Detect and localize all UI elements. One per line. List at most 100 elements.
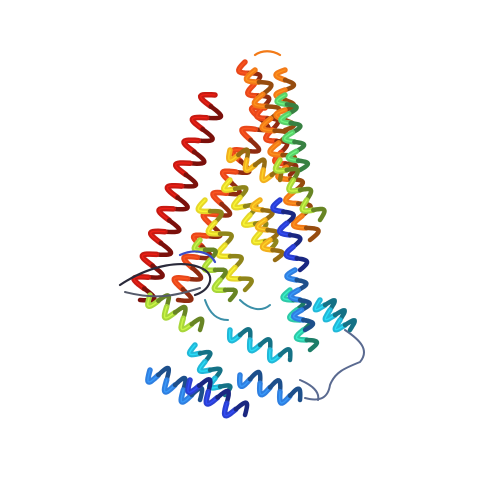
helix-highlight — [233, 196, 246, 209]
helix-turn — [236, 147, 251, 163]
helix-highlight — [249, 339, 261, 352]
coil-segment — [118, 263, 212, 297]
helix-turn — [281, 209, 296, 226]
helix-turn — [179, 172, 199, 189]
helix-turn — [257, 337, 273, 353]
helix-highlight — [238, 61, 251, 74]
coil-top-layer — [118, 250, 217, 298]
helix-turn — [287, 232, 303, 249]
helix-highlight — [287, 150, 299, 162]
helix-turn — [237, 327, 253, 343]
coil-layer — [204, 50, 365, 401]
helix-highlight — [269, 142, 284, 156]
helix-turn — [247, 369, 263, 386]
helix-highlight — [253, 231, 266, 244]
helix-turn — [227, 253, 244, 270]
helix-highlight — [150, 230, 166, 244]
helix-highlight — [265, 129, 278, 142]
helix-highlight — [212, 191, 227, 205]
helix-turn — [207, 208, 224, 225]
coil-segment — [239, 299, 271, 311]
helix-highlight — [166, 185, 183, 199]
helix-highlight — [197, 199, 211, 213]
helix-turn — [303, 225, 321, 243]
helix-turn — [322, 298, 337, 313]
helix-turn — [196, 126, 215, 144]
helix-turn — [297, 297, 312, 313]
helix-turn — [207, 366, 223, 381]
helix — [145, 365, 205, 405]
helix-turn — [156, 365, 172, 383]
helix-highlight — [295, 329, 308, 341]
helix-turn — [260, 207, 275, 223]
helix-turn — [212, 267, 228, 283]
coil-segment — [178, 250, 217, 264]
coil-segment — [204, 299, 229, 321]
helix-highlight — [280, 113, 292, 124]
helix-turn — [294, 277, 309, 293]
coil-segment — [253, 50, 282, 57]
helix-highlight — [253, 93, 268, 108]
helix-highlight — [180, 317, 193, 331]
helix-highlight — [173, 277, 189, 290]
helix-turn — [197, 349, 213, 364]
helix-highlight — [229, 329, 241, 342]
helix-highlight — [276, 94, 288, 106]
helix-turn — [232, 185, 249, 200]
helix-highlight — [292, 309, 304, 321]
helix-highlight — [324, 309, 336, 321]
helix-highlight — [256, 219, 269, 231]
helix-turn — [202, 247, 218, 263]
helix-turn — [189, 316, 205, 333]
helix-highlight — [141, 253, 158, 267]
helix-turn — [237, 276, 254, 293]
helix-turn — [233, 400, 250, 418]
helix — [185, 377, 250, 419]
helix-turn — [146, 263, 165, 280]
helix-highlight — [191, 116, 208, 130]
helix-turn — [311, 206, 327, 223]
helix-highlight — [163, 379, 176, 393]
helix-highlight — [239, 374, 251, 387]
helix-highlight — [282, 289, 294, 301]
coil-segment — [299, 379, 320, 401]
helix — [272, 157, 327, 223]
helix-highlight — [147, 369, 159, 383]
helix-turn — [217, 231, 234, 248]
helix-highlight — [261, 169, 273, 182]
helix-highlight — [217, 244, 231, 258]
helix-turn — [172, 375, 188, 393]
helix — [131, 91, 224, 303]
helix — [195, 197, 254, 293]
helix-turn — [287, 386, 303, 403]
helix-turn — [256, 79, 274, 97]
helix-highlight — [334, 319, 346, 331]
helix-turn — [284, 166, 301, 183]
helix-turn — [284, 102, 299, 117]
helix-highlight — [198, 361, 211, 372]
helix-highlight — [286, 269, 298, 281]
helix-turn — [342, 318, 357, 333]
helix-highlight — [207, 221, 221, 235]
helix — [145, 292, 205, 333]
helix-turn — [267, 378, 283, 394]
helix-turn — [204, 104, 224, 121]
helix-turn — [270, 247, 285, 263]
helix-highlight — [183, 139, 199, 153]
helix — [236, 369, 303, 406]
helix-turn — [277, 347, 293, 363]
helix-layer — [131, 59, 357, 419]
helix-turn — [162, 218, 182, 235]
helix-highlight — [261, 117, 276, 132]
helix-highlight — [241, 127, 256, 141]
helix — [274, 92, 311, 173]
helix-turn — [154, 240, 174, 258]
helix-highlight — [272, 199, 284, 213]
helix-turn — [171, 195, 190, 212]
helix-turn — [304, 337, 320, 353]
helix-highlight — [275, 69, 286, 81]
helix-highlight — [213, 279, 226, 291]
helix-highlight — [193, 239, 206, 251]
helix-turn — [282, 77, 297, 93]
